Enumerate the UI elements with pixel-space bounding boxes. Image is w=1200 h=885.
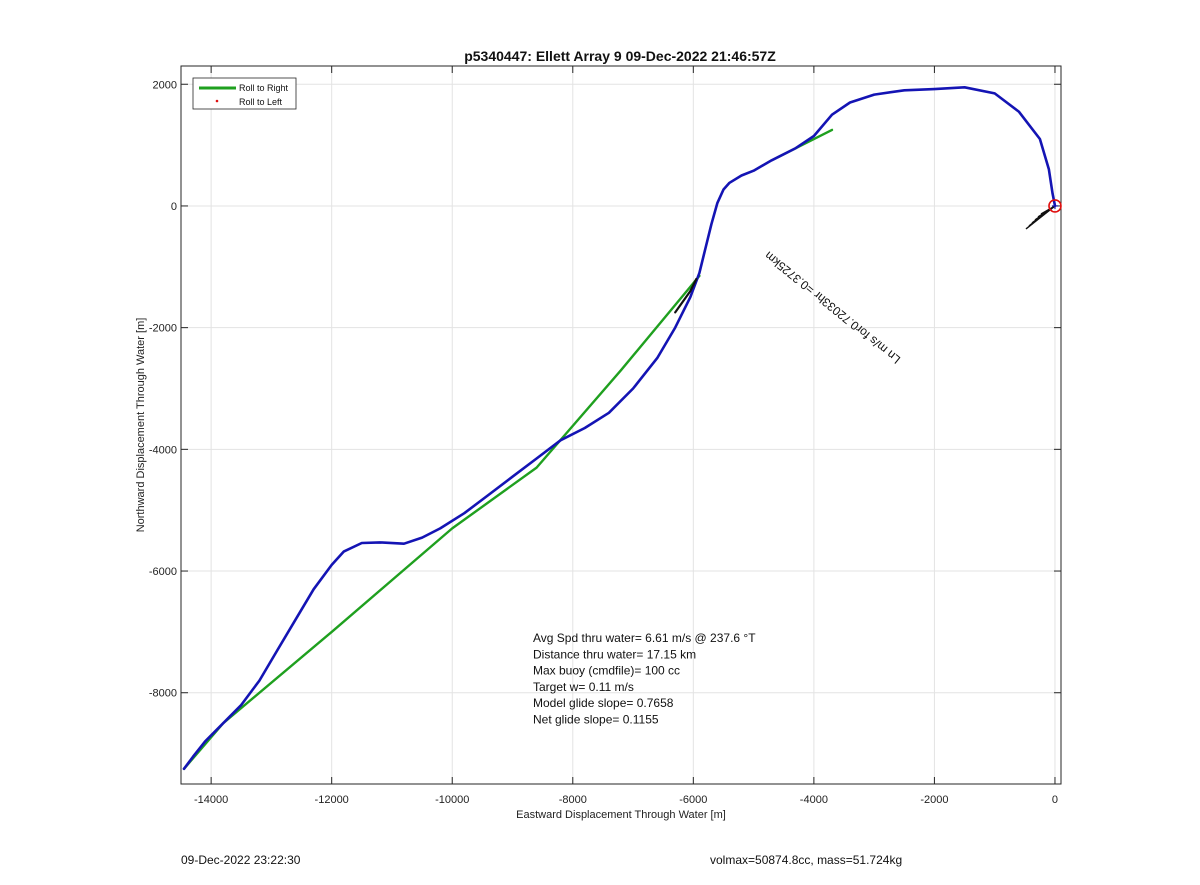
y-tick-label: -6000 [149,566,177,578]
stats-line: Model glide slope= 0.7658 [533,696,674,710]
y-tick-label: 0 [171,201,177,213]
grid-lines [181,66,1061,784]
start-marker [1025,199,1062,230]
start-circle-marker [1048,199,1062,213]
chart-title: p5340447: Ellett Array 9 09-Dec-2022 21:… [464,48,776,64]
stats-line: Distance thru water= 17.15 km [533,647,696,661]
x-tick-label: -2000 [920,794,948,806]
x-tick-label: -12000 [315,794,349,806]
series-line-3 [674,277,698,314]
stats-line: Avg Spd thru water= 6.61 m/s @ 237.6 °T [533,631,756,645]
legend-label-roll-left: Roll to Left [239,97,283,107]
stats-line: Net glide slope= 0.1155 [533,713,659,727]
legend-swatch-roll-left [215,99,219,103]
series-line-0 [182,274,701,770]
legend-label-roll-right: Roll to Right [239,83,289,93]
legend-box [192,77,297,110]
series-lines [182,86,1057,771]
footer-timestamp: 09-Dec-2022 23:22:30 [181,853,301,867]
y-tick-label: 2000 [153,79,177,91]
leg-time-label: Ln m/s for0.72033hr =0.3725km [762,249,903,367]
x-tick-label: -14000 [194,794,228,806]
x-tick-label: 0 [1052,794,1058,806]
y-tick-label: -2000 [149,323,177,335]
series-line-2 [182,86,1057,771]
y-axis-label: Northward Displacement Through Water [m] [135,318,147,533]
x-tick-label: -6000 [679,794,707,806]
stats-line: Max buoy (cmdfile)= 100 cc [533,664,680,678]
plot-area-frame [180,65,1062,785]
footer-vehicle-info: volmax=50874.8cc, mass=51.724kg [710,853,903,867]
y-tick-label: -4000 [149,444,177,456]
x-tick-label: -10000 [435,794,469,806]
y-tick-label: -8000 [149,688,177,700]
x-tick-label: -4000 [800,794,828,806]
stats-annotation: Avg Spd thru water= 6.61 m/s @ 237.6 °T D… [533,631,756,727]
axis-ticks: -14000 -12000 -10000 -8000 -6000 -4000 -2000 0 -… [149,66,1061,806]
legend: Roll to Right Roll to Left [192,77,297,110]
x-axis-label: Eastward Displacement Through Water [m] [516,809,726,821]
stats-line: Target w= 0.11 m/s [533,680,634,694]
x-tick-label: -8000 [559,794,587,806]
